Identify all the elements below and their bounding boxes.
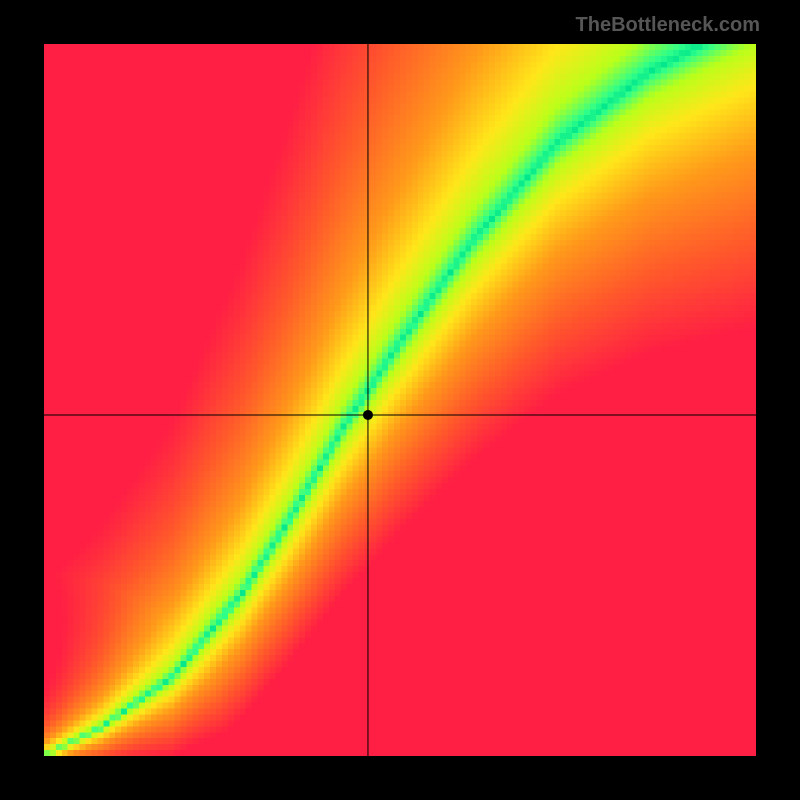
chart-container: TheBottleneck.com bbox=[0, 0, 800, 800]
watermark-text: TheBottleneck.com bbox=[576, 14, 760, 37]
bottleneck-heatmap bbox=[44, 44, 756, 756]
